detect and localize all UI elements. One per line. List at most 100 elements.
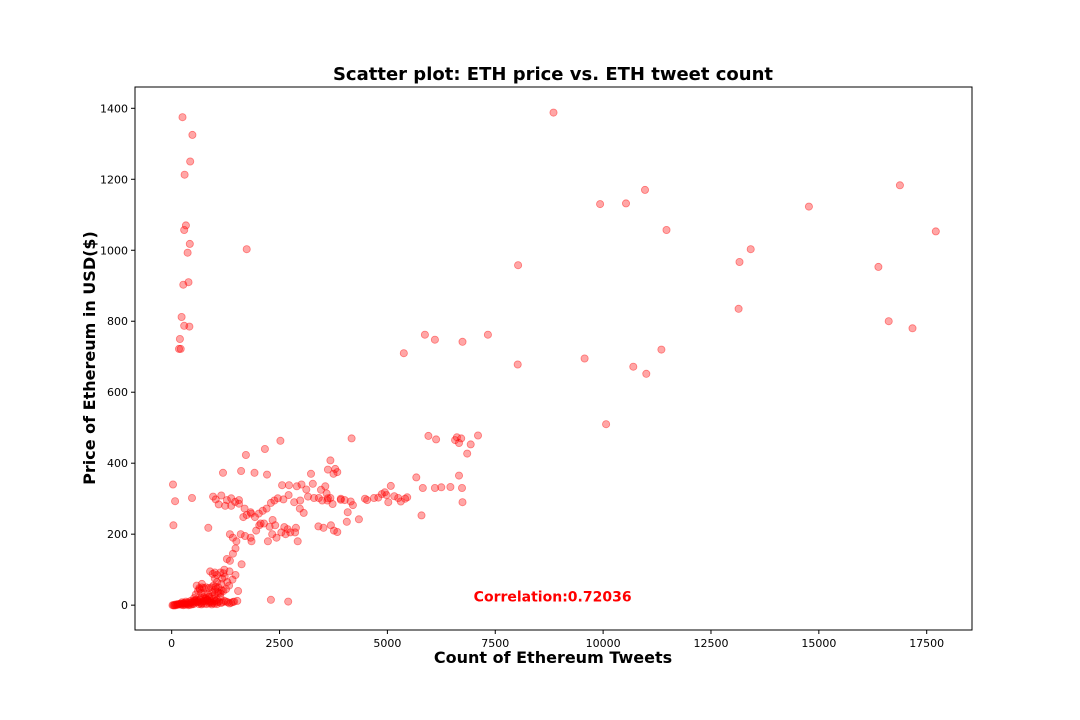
data-point xyxy=(175,600,184,609)
data-point xyxy=(206,567,215,576)
data-point xyxy=(197,579,206,588)
data-point xyxy=(230,597,239,606)
data-point xyxy=(284,597,293,606)
data-point xyxy=(232,537,241,546)
plot-frame xyxy=(134,86,973,631)
data-point xyxy=(184,601,193,610)
data-point xyxy=(260,444,269,453)
data-point xyxy=(211,495,220,504)
data-point xyxy=(326,456,335,465)
data-point xyxy=(182,600,191,609)
data-point xyxy=(195,585,204,594)
data-point xyxy=(326,493,335,502)
data-point xyxy=(266,595,275,604)
data-point xyxy=(228,549,237,558)
data-point xyxy=(354,515,363,524)
data-point xyxy=(240,532,249,541)
data-point xyxy=(412,473,421,482)
data-point xyxy=(336,494,345,503)
data-point xyxy=(303,492,312,501)
data-point xyxy=(203,595,212,604)
data-point xyxy=(417,511,426,520)
data-point xyxy=(214,583,223,592)
data-point xyxy=(195,584,204,593)
data-point xyxy=(342,517,351,526)
data-point xyxy=(216,599,225,608)
y-axis-label: Price of Ethereum in USD($) xyxy=(80,231,99,485)
data-point xyxy=(430,335,439,344)
data-point xyxy=(323,496,332,505)
data-point xyxy=(174,344,183,353)
data-point xyxy=(231,544,240,553)
data-point xyxy=(642,369,651,378)
data-point xyxy=(252,526,261,535)
data-point xyxy=(278,481,287,490)
data-point xyxy=(222,555,231,564)
data-point xyxy=(374,493,383,502)
data-point xyxy=(250,468,259,477)
data-point xyxy=(171,601,180,610)
data-point xyxy=(340,496,349,505)
data-point xyxy=(242,245,251,254)
data-point xyxy=(377,490,386,499)
data-point xyxy=(270,496,279,505)
data-point xyxy=(177,599,186,608)
data-point xyxy=(403,493,412,502)
data-point xyxy=(176,344,185,353)
data-point xyxy=(458,337,467,346)
data-point xyxy=(641,185,650,194)
data-point xyxy=(432,435,441,444)
data-point xyxy=(177,312,186,321)
data-point xyxy=(268,516,277,525)
data-point xyxy=(454,438,463,447)
data-point xyxy=(390,492,399,501)
data-point xyxy=(193,596,202,605)
data-point xyxy=(212,595,221,604)
data-point xyxy=(196,595,205,604)
data-point xyxy=(184,278,193,287)
data-point xyxy=(272,533,281,542)
data-point xyxy=(295,504,304,513)
data-point xyxy=(170,600,179,609)
data-point xyxy=(333,528,342,537)
data-point xyxy=(187,598,196,607)
data-point xyxy=(201,594,210,603)
data-point xyxy=(199,584,208,593)
data-point xyxy=(212,600,221,609)
data-point xyxy=(223,578,232,587)
data-point xyxy=(182,599,191,608)
data-point xyxy=(179,280,188,289)
x-tick-label: 7500 xyxy=(481,637,509,650)
data-point xyxy=(326,521,335,530)
data-point xyxy=(191,590,200,599)
data-point xyxy=(220,596,229,605)
data-point xyxy=(895,181,904,190)
data-point xyxy=(198,597,207,606)
data-point xyxy=(188,597,197,606)
data-point xyxy=(221,585,230,594)
data-point xyxy=(418,483,427,492)
data-point xyxy=(225,530,234,539)
data-point xyxy=(451,436,460,445)
data-point xyxy=(463,449,472,458)
data-point xyxy=(227,598,236,607)
data-point xyxy=(211,585,220,594)
data-point xyxy=(263,537,272,546)
y-tick-label: 0 xyxy=(121,599,128,612)
data-point xyxy=(333,468,342,477)
data-point xyxy=(331,464,340,473)
data-point xyxy=(180,599,189,608)
data-point xyxy=(265,522,274,531)
data-point xyxy=(187,600,196,609)
data-point xyxy=(514,261,523,270)
data-point xyxy=(169,521,178,530)
data-point xyxy=(458,498,467,507)
data-point xyxy=(268,530,277,539)
data-point xyxy=(234,499,243,508)
data-point xyxy=(430,483,439,492)
data-point xyxy=(219,587,228,596)
data-points xyxy=(168,108,940,610)
y-tick-label: 1200 xyxy=(100,173,128,186)
data-point xyxy=(190,594,199,603)
